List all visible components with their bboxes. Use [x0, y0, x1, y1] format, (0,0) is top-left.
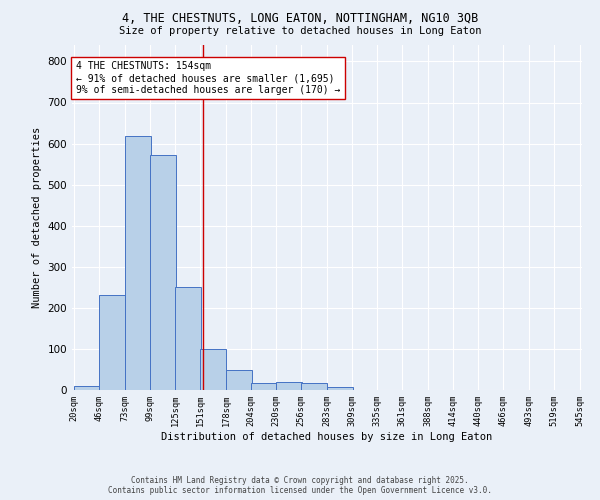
Bar — [150, 156, 176, 390]
Bar — [200, 349, 226, 390]
Text: Contains HM Land Registry data © Crown copyright and database right 2025.
Contai: Contains HM Land Registry data © Crown c… — [108, 476, 492, 495]
Text: Size of property relative to detached houses in Long Eaton: Size of property relative to detached ho… — [119, 26, 481, 36]
Bar — [175, 287, 201, 390]
Bar — [99, 294, 125, 390]
Bar — [226, 370, 252, 390]
Bar — [74, 386, 100, 390]
Y-axis label: Number of detached properties: Number of detached properties — [32, 127, 42, 308]
X-axis label: Distribution of detached houses by size in Long Eaton: Distribution of detached houses by size … — [161, 432, 493, 442]
Text: 4, THE CHESTNUTS, LONG EATON, NOTTINGHAM, NG10 3QB: 4, THE CHESTNUTS, LONG EATON, NOTTINGHAM… — [122, 12, 478, 26]
Bar — [251, 382, 277, 390]
Bar — [125, 136, 151, 390]
Bar — [327, 386, 353, 390]
Bar — [276, 382, 302, 390]
Bar — [301, 382, 327, 390]
Text: 4 THE CHESTNUTS: 154sqm
← 91% of detached houses are smaller (1,695)
9% of semi-: 4 THE CHESTNUTS: 154sqm ← 91% of detache… — [76, 62, 340, 94]
